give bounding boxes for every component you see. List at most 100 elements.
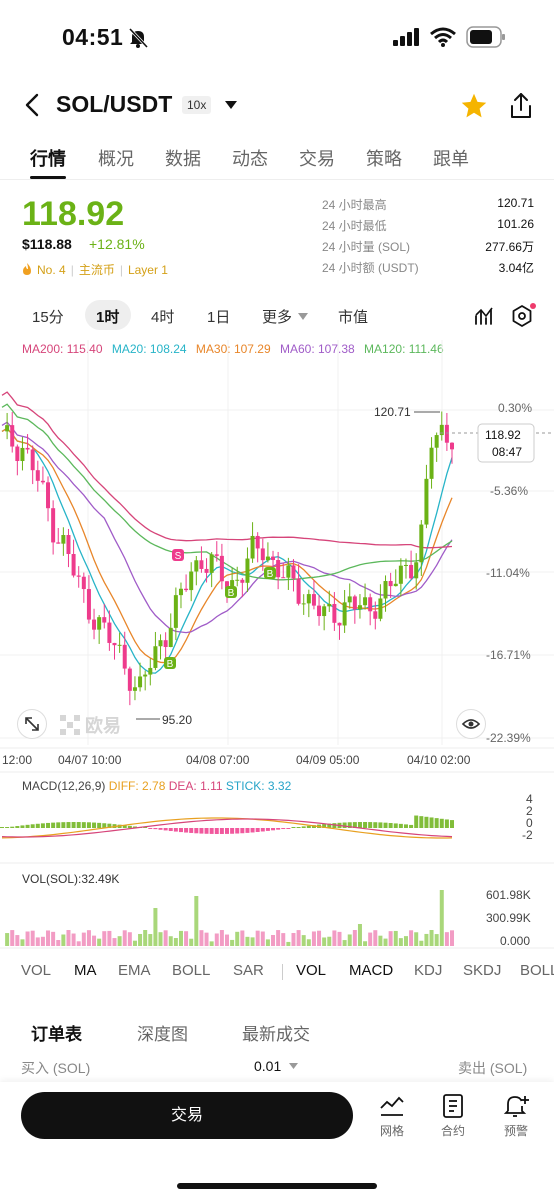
visibility-button[interactable]	[456, 709, 486, 739]
ma200-value: MA200: 115.40	[22, 342, 103, 356]
interval-1d[interactable]: 1日	[207, 309, 231, 326]
mainstream-tag[interactable]: 主流币	[78, 263, 115, 277]
tab-overview[interactable]: 概况	[98, 149, 134, 169]
macd-bar	[148, 828, 153, 829]
volume-bar	[97, 938, 102, 946]
ind-skdj[interactable]: SKDJ	[463, 962, 502, 979]
volume-bar	[225, 934, 229, 946]
interval-bar: 15分 1时 4时 1日 更多 市值	[0, 299, 554, 333]
volume-bar	[81, 932, 86, 946]
ma200-line	[1, 391, 453, 549]
fullscreen-button[interactable]	[17, 709, 47, 739]
layer-tag[interactable]: Layer 1	[127, 262, 168, 277]
candle-down	[204, 558, 209, 583]
high-marker: 120.71	[374, 405, 411, 419]
macd-bar	[393, 823, 398, 828]
ind-boll-sub[interactable]: BOLL	[520, 962, 554, 979]
ind-boll-main[interactable]: BOLL	[172, 962, 211, 979]
macd-bar	[332, 823, 337, 828]
macd-bar	[158, 828, 163, 830]
chevron-down-icon[interactable]	[289, 1063, 298, 1069]
candle-up	[347, 583, 352, 609]
interval-15m[interactable]: 15分	[32, 309, 64, 326]
candle-up	[235, 566, 240, 587]
chevron-down-icon[interactable]	[224, 100, 238, 110]
last-price-axis-label: 118.92	[485, 428, 521, 442]
indicator-icon[interactable]	[474, 306, 494, 326]
candle-up	[286, 557, 291, 590]
candle-down	[296, 564, 301, 606]
tab-data[interactable]: 数据	[165, 149, 201, 169]
volume-bar	[311, 931, 316, 946]
buy-signal[interactable]: B	[264, 567, 276, 580]
macd-bar	[352, 822, 357, 828]
grid-button[interactable]: 网格	[367, 1094, 417, 1139]
pair-title[interactable]: SOL/USDT	[56, 91, 173, 117]
bell-off-icon	[128, 28, 149, 48]
tab-trade[interactable]: 交易	[299, 149, 335, 169]
tab-news[interactable]: 动态	[232, 149, 268, 169]
tab-order-book[interactable]: 订单表	[31, 1025, 82, 1044]
ma120-line	[1, 403, 453, 581]
volume-bar	[189, 938, 194, 946]
ind-sar[interactable]: SAR	[233, 962, 264, 979]
ind-kdj[interactable]: KDJ	[414, 962, 443, 979]
header: SOL/USDT 10x	[0, 84, 554, 128]
tab-strategy[interactable]: 策略	[366, 149, 402, 169]
ind-ema[interactable]: EMA	[118, 962, 151, 979]
leverage-badge: 10x	[182, 96, 212, 114]
star-icon[interactable]	[460, 92, 488, 120]
chevron-down-icon	[298, 313, 308, 320]
macd-bar	[322, 824, 327, 828]
macd-bar	[178, 828, 183, 833]
interval-4h[interactable]: 4时	[151, 309, 175, 326]
sell-signal[interactable]: S	[172, 549, 184, 562]
tab-latest-trades[interactable]: 最新成交	[242, 1025, 310, 1044]
macd-bar	[245, 828, 250, 833]
macd-bar	[66, 822, 71, 828]
ind-vol-main[interactable]: VOL	[21, 962, 52, 979]
vol-axis: 601.98K	[486, 888, 531, 902]
candles	[5, 411, 454, 706]
rank-tag[interactable]: No. 4	[37, 262, 66, 277]
tab-market[interactable]: 行情	[30, 149, 66, 169]
buy-signal[interactable]: B	[164, 657, 176, 670]
volume-bar	[163, 930, 168, 946]
volume-bar	[352, 930, 357, 946]
candle-down	[240, 577, 245, 598]
ind-vol-sub[interactable]: VOL	[296, 962, 327, 979]
volume-bar	[429, 930, 434, 946]
candle-up	[403, 558, 408, 579]
volume-bar	[265, 939, 270, 946]
candle-down	[291, 559, 296, 592]
candle-down	[81, 572, 86, 603]
interval-more[interactable]: 更多	[262, 309, 293, 326]
buy-signal[interactable]: B	[225, 586, 237, 599]
back-icon[interactable]	[22, 92, 42, 118]
tab-copy-trading[interactable]: 跟单	[433, 149, 469, 169]
settings-icon[interactable]	[512, 305, 532, 327]
volume-bar	[419, 940, 424, 946]
macd-bar	[25, 824, 30, 828]
volume-bar	[383, 938, 388, 946]
candle-down	[86, 575, 91, 624]
contract-button[interactable]: 合约	[428, 1094, 478, 1139]
ind-macd[interactable]: MACD	[349, 962, 394, 979]
candle-up	[429, 437, 434, 489]
candle-down	[51, 500, 56, 555]
trade-button[interactable]: 交易	[21, 1092, 353, 1139]
interval-1h[interactable]: 1时	[96, 309, 120, 326]
precision-select[interactable]: 0.01	[254, 1058, 282, 1074]
market-cap-toggle[interactable]: 市值	[338, 309, 369, 326]
status-bar: 04:51	[0, 0, 554, 76]
tab-depth-chart[interactable]: 深度图	[137, 1025, 188, 1044]
macd-dea-line	[1, 818, 453, 838]
volume-bar	[214, 933, 219, 946]
kline-chart[interactable]: S B B B 120.71 95.20 118.92 08:47 0.30% -5.…	[0, 0, 554, 955]
stat-value: 3.04亿	[498, 261, 534, 275]
alert-button[interactable]: 预警	[491, 1094, 541, 1139]
macd-bar	[40, 823, 45, 828]
x-tick: 12:00	[2, 753, 32, 767]
ind-ma[interactable]: MA	[74, 962, 97, 979]
share-icon[interactable]	[508, 92, 534, 120]
